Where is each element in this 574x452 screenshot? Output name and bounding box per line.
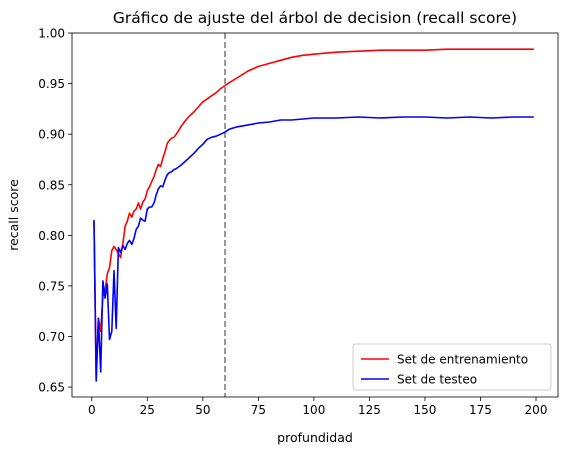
x-tick-label: 175 <box>469 403 492 417</box>
x-tick-label: 50 <box>195 403 210 417</box>
y-tick-label: 0.70 <box>38 330 65 344</box>
axes-frame <box>71 32 559 398</box>
x-tick-label: 0 <box>88 403 96 417</box>
y-tick-label: 0.65 <box>38 381 65 395</box>
x-tick-label: 75 <box>251 403 266 417</box>
plot-area <box>93 33 534 397</box>
legend-label-1: Set de entrenamiento <box>397 353 528 367</box>
y-axis-label: recall score <box>6 179 21 251</box>
y-tick-label: 0.95 <box>38 77 65 91</box>
y-tick-label: 0.75 <box>38 279 65 293</box>
x-tick-label: 125 <box>358 403 381 417</box>
legend: Set de entrenamiento Set de testeo <box>352 343 552 391</box>
legend-box <box>352 343 552 391</box>
series-line-1 <box>93 48 534 378</box>
x-tick-label: 200 <box>525 403 548 417</box>
x-tick-label: 25 <box>140 403 155 417</box>
y-tick-label: 0.80 <box>38 229 65 243</box>
legend-label-2: Set de testeo <box>397 373 477 387</box>
y-tick-label: 1.00 <box>38 27 65 41</box>
axes: 0 25 50 75 100 125 150 175 200 0.65 0.70 0.75 0.80 0.… <box>38 27 559 417</box>
x-tick-label: 150 <box>413 403 436 417</box>
series-line-2 <box>93 116 534 382</box>
y-tick-label: 0.90 <box>38 128 65 142</box>
x-axis-label: profundidad <box>277 430 353 445</box>
x-tick-label: 100 <box>302 403 325 417</box>
y-tick-label: 0.85 <box>38 178 65 192</box>
chart-title: Gráfico de ajuste del árbol de decision … <box>113 9 517 27</box>
